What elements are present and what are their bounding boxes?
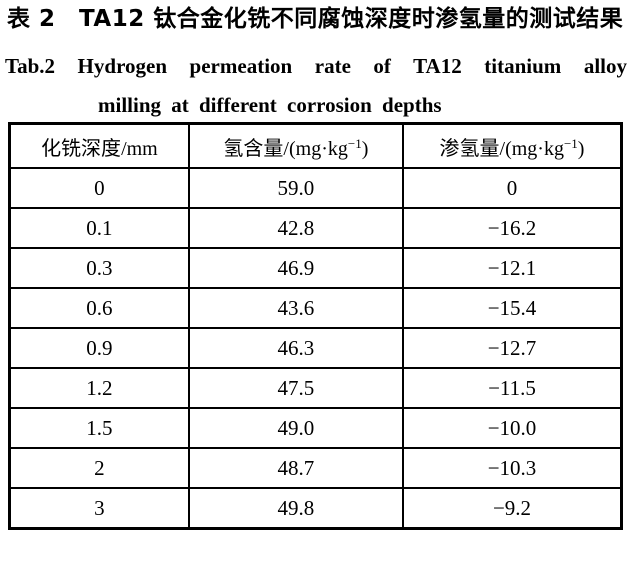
table-cell: 2 <box>8 447 190 489</box>
table-cell: 59.0 <box>187 167 405 209</box>
table-cell: 0 <box>8 167 190 209</box>
table-cell: −15.4 <box>402 287 623 329</box>
table-cell: 0.6 <box>8 287 190 329</box>
table-cell: −11.5 <box>402 367 623 409</box>
table-cell: −12.7 <box>402 327 623 369</box>
column-unit-close: ) <box>361 137 369 160</box>
table-cell: 46.9 <box>187 247 405 289</box>
table-cell: 0.3 <box>8 247 190 289</box>
table-cell: 49.8 <box>187 487 405 530</box>
table-cell: 1.5 <box>8 407 190 449</box>
column-label: 化铣深度 <box>41 137 122 160</box>
table-row: 0.6 43.6 −15.4 <box>8 287 623 329</box>
table-cell: 0.9 <box>8 327 190 369</box>
column-unit: /(mg·kg <box>283 137 348 160</box>
table-body: 0 59.0 0 0.1 42.8 −16.2 0.3 46.9 −12.1 0.6 43.6 −15… <box>8 167 623 530</box>
table-row: 2 48.7 −10.3 <box>8 447 623 489</box>
table-row: 0 59.0 0 <box>8 167 623 209</box>
table-row: 0.3 46.9 −12.1 <box>8 247 623 289</box>
table-row: 1.5 49.0 −10.0 <box>8 407 623 449</box>
table-cell: 42.8 <box>187 207 405 249</box>
table-cell: 0.1 <box>8 207 190 249</box>
column-unit: /mm <box>121 137 158 160</box>
column-header-milling-depth: 化铣深度/mm <box>8 122 190 169</box>
table-cell: −16.2 <box>402 207 623 249</box>
hydrogen-permeation-table: 化铣深度/mm 氢含量/(mg·kg−1) 渗氢量/(mg·kg−1) 0 59.… <box>8 122 623 530</box>
table-row: 3 49.8 −9.2 <box>8 487 623 530</box>
column-unit-close: ) <box>577 137 585 160</box>
column-label: 氢含量 <box>223 137 284 160</box>
table-row: 0.1 42.8 −16.2 <box>8 207 623 249</box>
table-cell: 46.3 <box>187 327 405 369</box>
table-header-row: 化铣深度/mm 氢含量/(mg·kg−1) 渗氢量/(mg·kg−1) <box>8 122 623 169</box>
table-cell: −9.2 <box>402 487 623 530</box>
column-header-permeation-rate: 渗氢量/(mg·kg−1) <box>402 122 623 169</box>
column-header-hydrogen-content: 氢含量/(mg·kg−1) <box>187 122 405 169</box>
table-caption-english-line1: Tab.2 Hydrogen permeation rate of TA12 t… <box>5 54 627 78</box>
table-row: 0.9 46.3 −12.7 <box>8 327 623 369</box>
column-label: 渗氢量 <box>439 137 500 160</box>
column-unit-superscript: −1 <box>563 135 578 151</box>
table-cell: 49.0 <box>187 407 405 449</box>
table-caption-chinese: 表 2 TA12 钛合金化铣不同腐蚀深度时渗氢量的测试结果 <box>7 6 624 32</box>
table-cell: 47.5 <box>187 367 405 409</box>
table-cell: 48.7 <box>187 447 405 489</box>
table-cell: 3 <box>8 487 190 530</box>
table-cell: −10.0 <box>402 407 623 449</box>
table-cell: −12.1 <box>402 247 623 289</box>
table-cell: 1.2 <box>8 367 190 409</box>
table-row: 1.2 47.5 −11.5 <box>8 367 623 409</box>
column-unit: /(mg·kg <box>499 137 564 160</box>
table-cell: 43.6 <box>187 287 405 329</box>
column-unit-superscript: −1 <box>347 135 362 151</box>
table-cell: 0 <box>402 167 623 209</box>
table-cell: −10.3 <box>402 447 623 489</box>
table-caption-english-line2: milling at different corrosion depths <box>98 93 442 117</box>
table-header: 化铣深度/mm 氢含量/(mg·kg−1) 渗氢量/(mg·kg−1) <box>8 122 623 169</box>
